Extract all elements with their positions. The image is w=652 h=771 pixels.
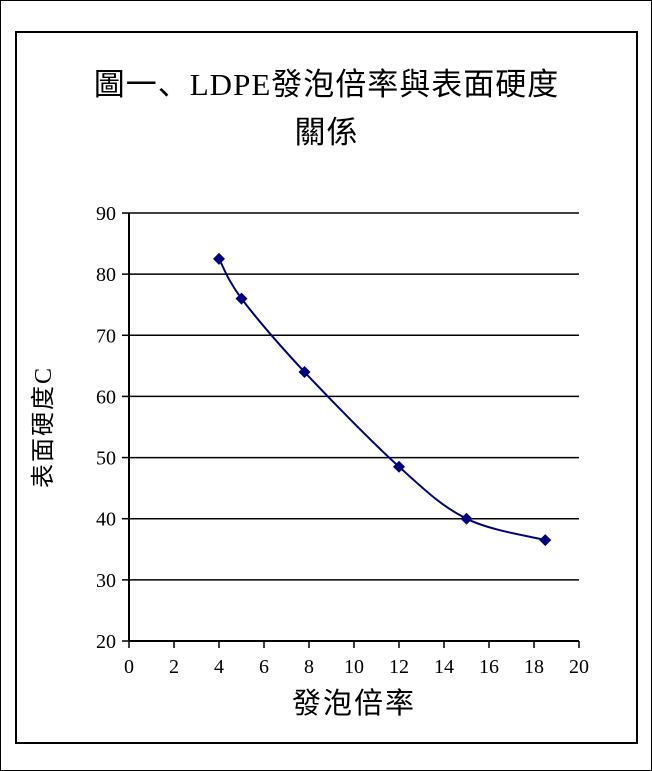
- y-axis-title: 表面硬度C: [30, 366, 57, 488]
- x-axis-title: 發泡倍率: [292, 687, 416, 720]
- y-tick-label: 30: [96, 570, 116, 592]
- data-point-marker: [460, 512, 473, 525]
- series-line: [218, 258, 546, 542]
- x-tick-label: 8: [304, 656, 314, 678]
- data-point-marker: [393, 460, 405, 473]
- y-tick-label: 60: [96, 386, 116, 408]
- x-tick-label: 2: [169, 656, 179, 678]
- chart-frame: 圖一、LDPE發泡倍率與表面硬度關係 表面硬度C 發泡倍率 20 30 40 50 60…: [15, 31, 638, 744]
- y-tick-label: 90: [96, 203, 116, 225]
- x-tick-label: 6: [259, 656, 269, 678]
- x-tick-label: 0: [124, 656, 134, 678]
- data-point-marker: [298, 365, 311, 378]
- y-tick-label: 70: [96, 325, 116, 347]
- x-tick-label: 18: [524, 656, 544, 678]
- y-tick-label: 50: [96, 448, 116, 470]
- x-tick-label: 14: [434, 656, 454, 678]
- y-tick-label: 80: [96, 264, 116, 286]
- x-tick-label: 4: [214, 656, 224, 678]
- y-tick-label: 20: [96, 631, 116, 653]
- x-tick-label: 20: [569, 656, 589, 678]
- x-tick-label: 10: [344, 656, 364, 678]
- x-tick-label: 12: [389, 656, 409, 678]
- data-point-marker: [539, 534, 552, 547]
- y-tick-label: 40: [96, 509, 116, 531]
- line-chart-svg: 表面硬度C 發泡倍率 20 30 40 50 60 70 80 90 0 2 4 6 8 10 12 14 16…: [30, 203, 589, 720]
- x-tick-label: 16: [479, 656, 499, 678]
- data-point-marker: [213, 252, 225, 265]
- data-point-marker: [235, 292, 248, 305]
- chart-title: 圖一、LDPE發泡倍率與表面硬度關係: [93, 67, 560, 151]
